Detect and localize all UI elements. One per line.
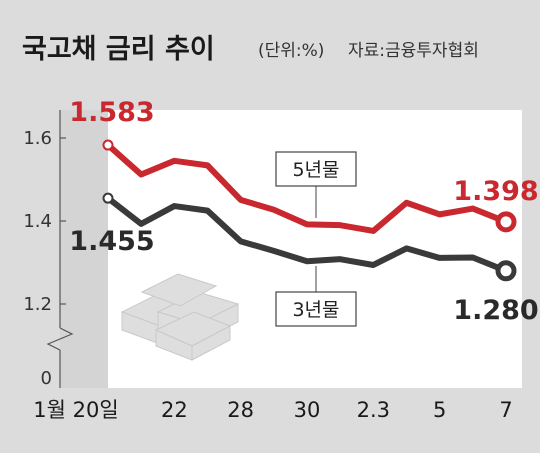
x-tick-label: 7 [499,398,512,422]
y-axis [46,110,74,388]
value-annotation: 1.455 [69,226,154,257]
value-annotation: 1.398 [453,176,538,207]
chart-title: 국고채 금리 추이 [22,34,215,65]
series-name-5y: 5년물 [292,159,339,181]
value-annotation: 1.280 [453,295,538,326]
data-point-end [495,260,517,282]
x-tick-label: 22 [161,398,188,422]
y-tick-label: 1.4 [23,211,52,232]
x-tick-label: 28 [227,398,254,422]
data-point-start [102,192,114,204]
source-label: 자료:금융투자협회 [348,41,479,61]
series-label-3y: 3년물 [275,266,357,327]
y-tick-label: 1.6 [23,128,52,149]
y-tick-label: 1.2 [23,294,52,315]
y-tick-label: 0 [41,368,52,389]
x-tick-label: 2.3 [357,398,390,422]
x-tick-label: 5 [433,398,446,422]
x-tick-label: 1월 20일 [33,398,118,422]
series-label-5y: 5년물 [275,151,357,218]
bond-stack-icon [120,273,240,361]
data-point-start [102,139,114,151]
data-point-end [495,211,517,233]
unit-label: (단위:%) [258,41,324,61]
series-name-3y: 3년물 [292,299,339,321]
x-tick-label: 30 [294,398,321,422]
value-annotation: 1.583 [69,97,154,128]
